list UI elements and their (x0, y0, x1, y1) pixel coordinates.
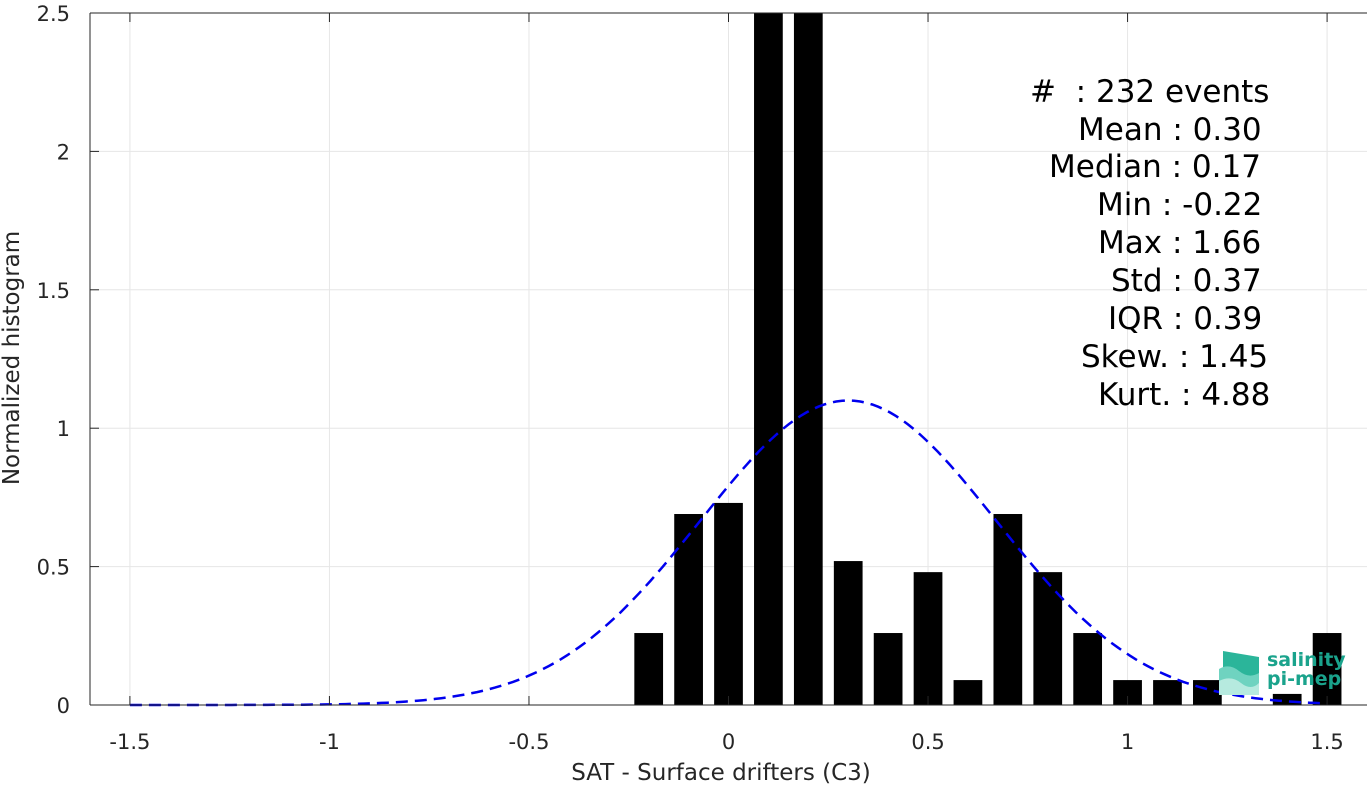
logo-text-line1: salinity (1267, 649, 1346, 671)
axes-frame (89, 12, 1367, 706)
histogram-bar (674, 514, 703, 705)
y-tick-label: 0.5 (37, 556, 70, 580)
histogram-bar (993, 514, 1023, 705)
stat-kurt: Kurt. : 4.88 (1098, 377, 1271, 413)
histogram-bar (1272, 693, 1302, 705)
y-tick-label: 1.5 (37, 279, 70, 303)
x-tick-label: 1.5 (1310, 730, 1343, 754)
y-tick-labels: 0 0.5 1 1.5 2 2.5 (37, 2, 70, 718)
stat-std: Std : 0.37 (1111, 263, 1262, 299)
x-tick-label: 1 (1121, 730, 1134, 754)
histogram-bar (953, 680, 983, 705)
stat-count: # : 232 events (1030, 74, 1270, 110)
x-tick-labels: -1.5 -1 -0.5 0 0.5 1 1.5 (109, 730, 1343, 754)
stat-mean: Mean : 0.30 (1078, 112, 1262, 148)
histogram-bar (873, 633, 903, 705)
x-tick-label: 0.5 (911, 730, 944, 754)
x-tick-label: -0.5 (508, 730, 549, 754)
histogram-bar (1153, 680, 1182, 705)
salinity-pi-mep-logo: salinity pi-mep (1215, 645, 1355, 700)
histogram-bar (714, 502, 743, 705)
stat-median: Median : 0.17 (1049, 149, 1261, 185)
y-axis-label: Normalized histogram (0, 231, 25, 485)
x-tick-label: 0 (722, 730, 735, 754)
stat-max: Max : 1.66 (1098, 225, 1262, 261)
histogram-bar (1312, 633, 1342, 705)
histogram-bars (634, 13, 1342, 705)
stat-skew: Skew. : 1.45 (1081, 339, 1269, 375)
histogram-bar (754, 13, 783, 705)
y-tick-label: 1 (57, 417, 70, 441)
logo-text-line2: pi-mep (1267, 668, 1342, 690)
wave-logo-icon (1219, 651, 1259, 695)
stat-min: Min : -0.22 (1097, 187, 1263, 223)
x-tick-label: -1.5 (109, 730, 150, 754)
histogram-bar (833, 561, 863, 705)
x-axis-label: SAT - Surface drifters (C3) (571, 760, 871, 785)
histogram-bar (634, 633, 664, 705)
y-tick-label: 2.5 (37, 2, 70, 26)
y-tick-label: 0 (57, 694, 70, 718)
x-tick-label: -1 (319, 730, 340, 754)
histogram-bar (793, 13, 823, 705)
histogram-bar (1073, 633, 1103, 705)
histogram-bar (913, 572, 943, 705)
stat-iqr: IQR : 0.39 (1108, 301, 1263, 337)
y-tick-label: 2 (57, 140, 70, 164)
